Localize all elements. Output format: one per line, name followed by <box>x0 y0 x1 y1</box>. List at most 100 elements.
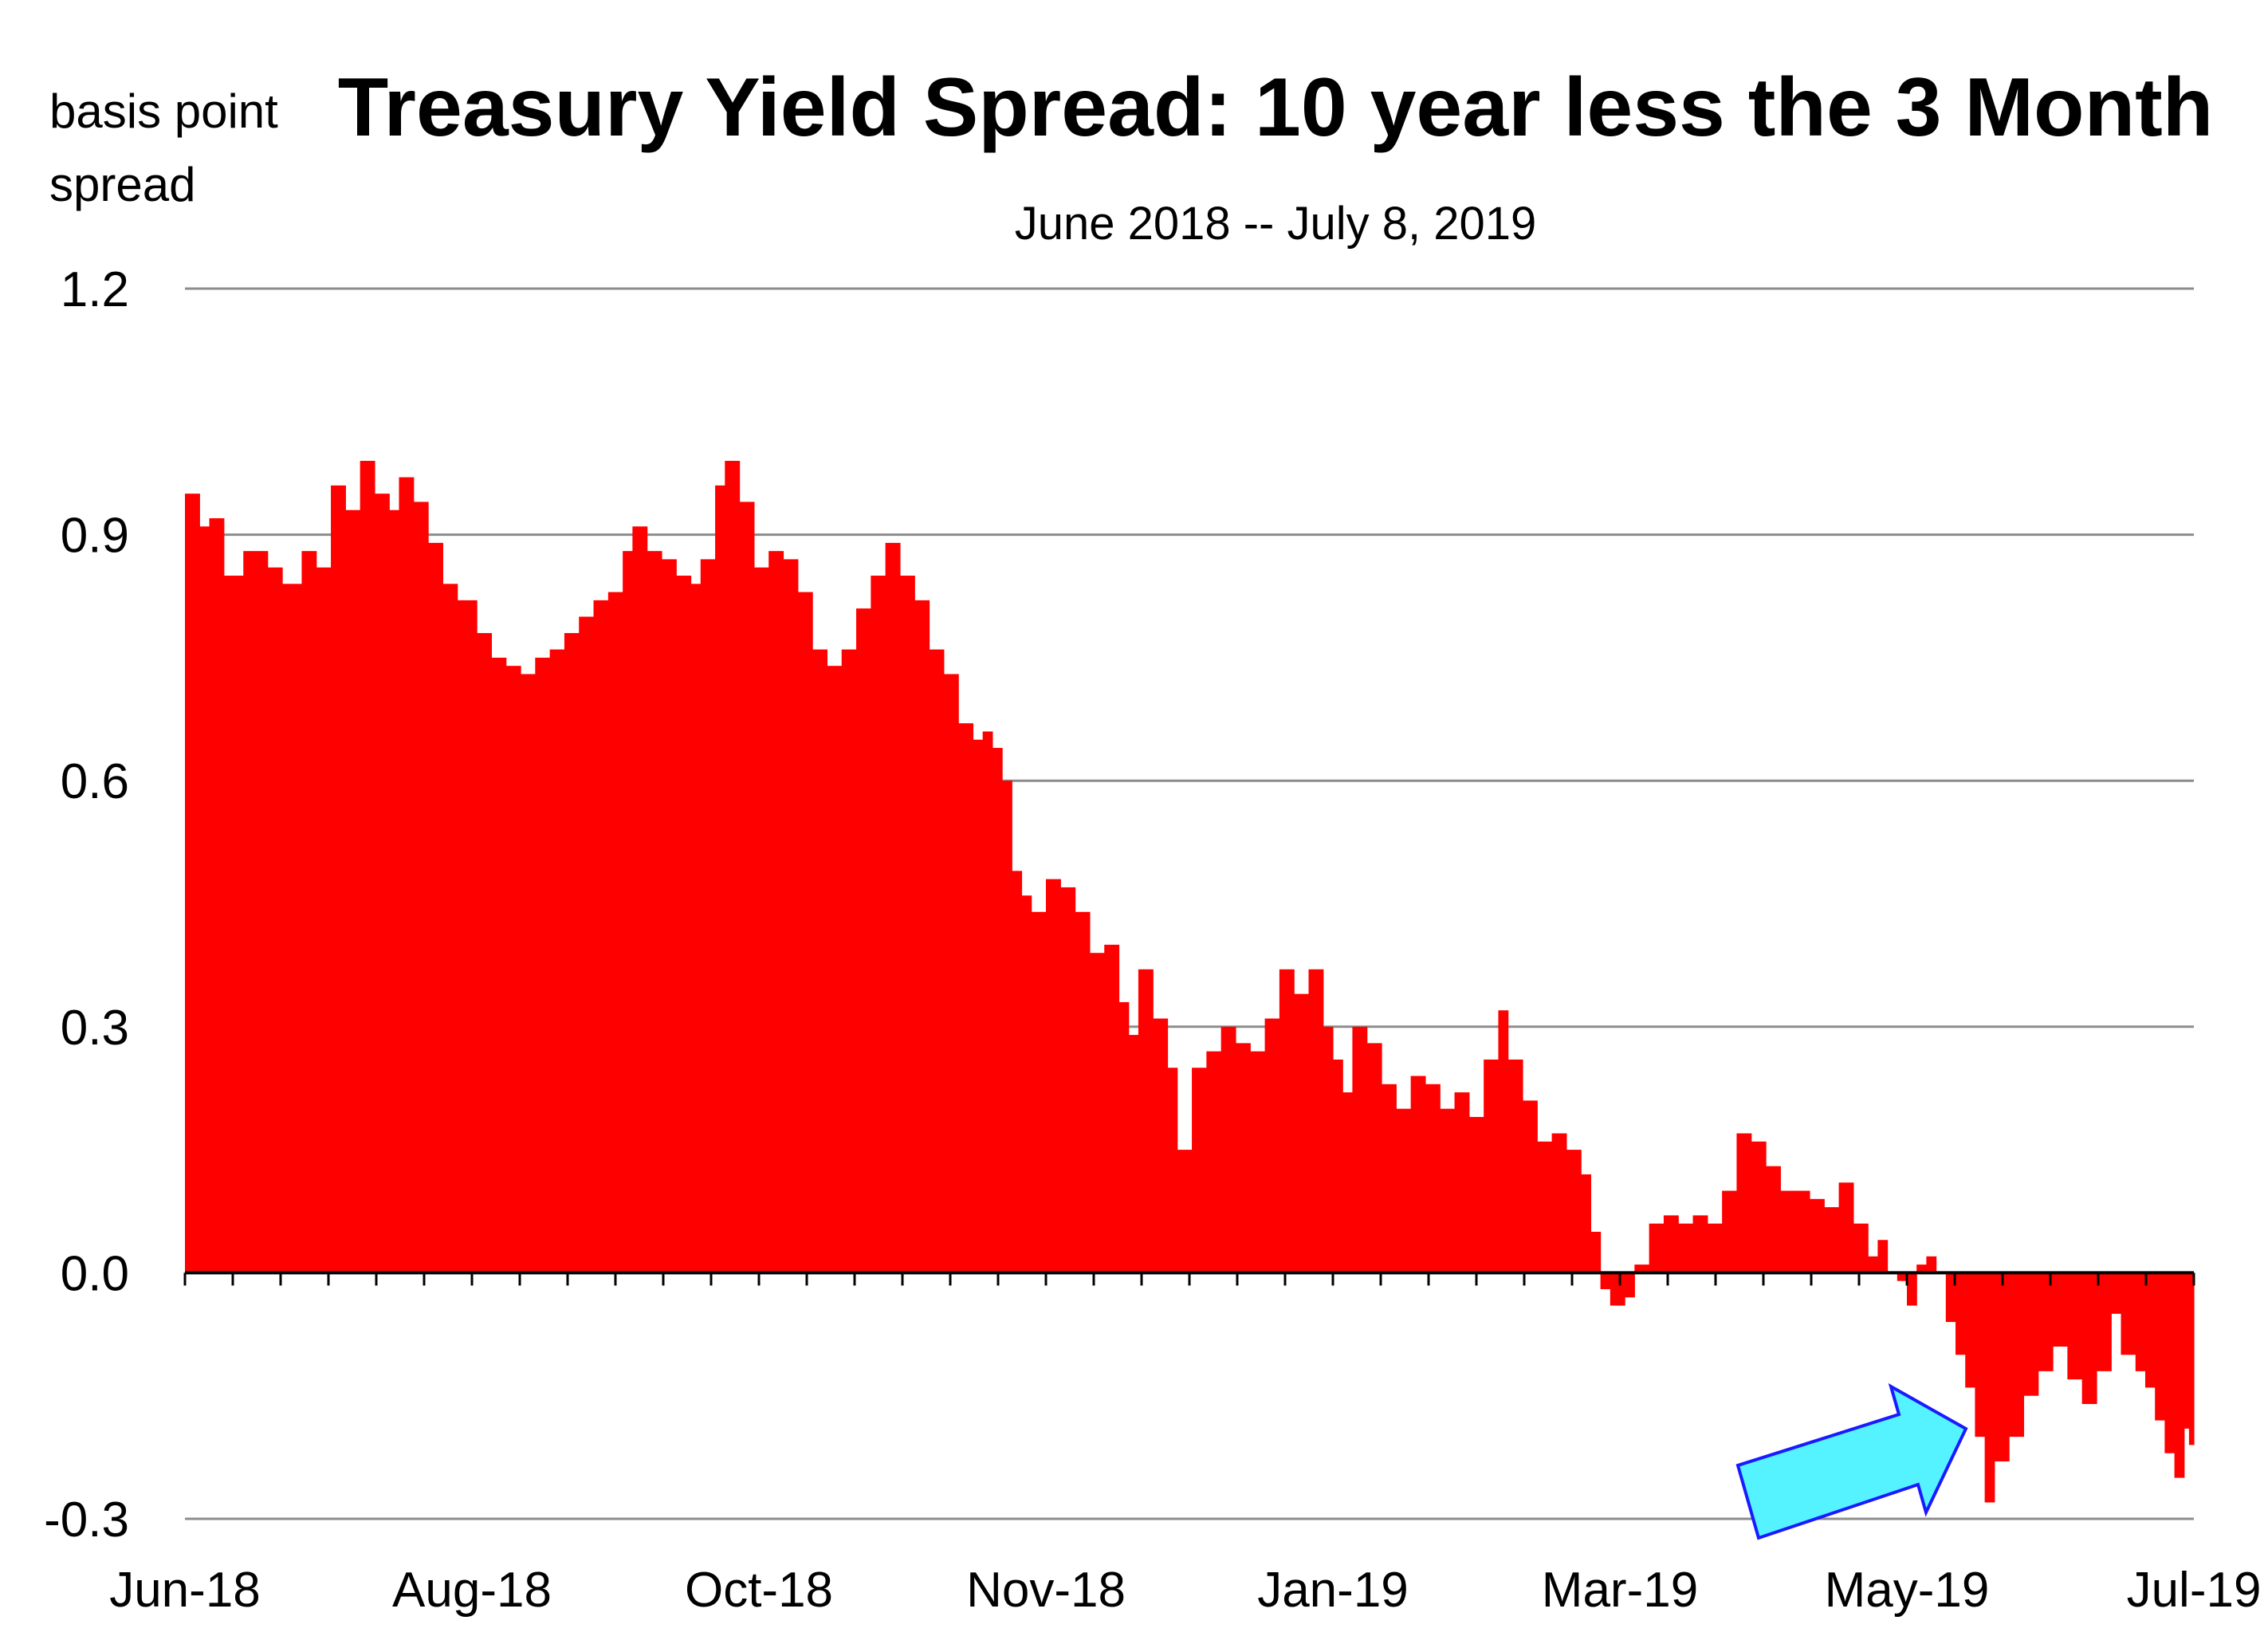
bar <box>1299 993 1304 1273</box>
bar <box>277 567 283 1273</box>
bar <box>486 633 493 1273</box>
bar <box>1488 1059 1494 1273</box>
bar <box>1882 1240 1889 1273</box>
bar <box>2023 1272 2030 1396</box>
bar <box>744 501 750 1273</box>
bar <box>1707 1223 1713 1273</box>
bar <box>2096 1272 2102 1371</box>
bar <box>1333 1059 1338 1273</box>
bar <box>574 633 580 1273</box>
y-axis-label-line-1: basis point <box>49 85 278 138</box>
bar <box>861 608 867 1273</box>
bar <box>1512 1059 1519 1273</box>
bar <box>1425 1084 1431 1273</box>
bar <box>729 461 736 1273</box>
bar <box>199 526 206 1273</box>
bar <box>2077 1272 2083 1380</box>
y-tick-label: 0.9 <box>61 509 129 564</box>
bar <box>1780 1190 1786 1273</box>
bar <box>1610 1272 1616 1306</box>
bar <box>851 649 857 1273</box>
bar <box>661 559 667 1273</box>
bar <box>1264 1018 1271 1273</box>
bar <box>963 723 969 1273</box>
bar <box>2155 1272 2160 1421</box>
bar <box>248 551 254 1273</box>
bar <box>836 666 843 1273</box>
bar <box>2072 1272 2078 1380</box>
bar <box>1405 1108 1412 1273</box>
bar <box>792 559 799 1273</box>
bar <box>535 657 541 1273</box>
bar <box>2183 1272 2190 1429</box>
bar <box>1158 1018 1164 1273</box>
bar <box>1570 1150 1577 1273</box>
bar <box>374 494 380 1273</box>
bar <box>1931 1256 1937 1273</box>
bar <box>938 649 945 1273</box>
bar <box>1907 1272 1912 1306</box>
bar <box>413 501 419 1273</box>
bar <box>2164 1272 2171 1453</box>
bar <box>973 739 979 1273</box>
bar <box>1352 1026 1358 1273</box>
bar <box>1644 1264 1650 1273</box>
bar <box>433 542 438 1273</box>
bar <box>1751 1141 1757 1273</box>
bar <box>2111 1272 2117 1314</box>
bar <box>1727 1190 1732 1273</box>
bar <box>447 584 454 1273</box>
bar <box>934 649 940 1273</box>
bar <box>890 542 896 1273</box>
bar <box>584 616 590 1273</box>
bar <box>1181 1150 1188 1273</box>
bar <box>316 567 322 1273</box>
bar <box>1975 1272 1981 1438</box>
bar <box>1804 1190 1810 1273</box>
bar <box>2144 1272 2151 1388</box>
y-tick-label: 0.6 <box>61 754 129 809</box>
bar <box>1283 969 1290 1273</box>
bar <box>1799 1190 1806 1273</box>
bar <box>1848 1182 1854 1273</box>
bar <box>1327 1026 1334 1273</box>
y-axis-label-line-2: spread <box>49 158 195 211</box>
bar <box>1994 1272 2000 1461</box>
bar <box>1279 969 1285 1273</box>
bar <box>1537 1141 1543 1273</box>
bar <box>1225 1026 1232 1273</box>
bar <box>1722 1190 1728 1273</box>
bar <box>1114 944 1120 1273</box>
bar <box>525 674 531 1273</box>
bar <box>1055 879 1061 1273</box>
bar <box>1503 1010 1509 1273</box>
bar <box>651 551 658 1273</box>
bar <box>1099 953 1105 1273</box>
bar <box>982 731 989 1273</box>
bar <box>734 461 741 1273</box>
bar <box>1220 1026 1227 1273</box>
bar <box>1177 1150 1183 1273</box>
bar <box>1143 969 1149 1273</box>
bar <box>1338 1059 1343 1273</box>
bar <box>496 657 502 1273</box>
bar <box>564 633 570 1273</box>
bar <box>1342 1092 1348 1273</box>
bar <box>992 748 998 1273</box>
bar <box>2062 1272 2068 1347</box>
bar <box>977 739 984 1273</box>
x-tick-label: May-19 <box>1825 1563 1990 1618</box>
bar <box>505 666 512 1273</box>
bar <box>1614 1272 1621 1306</box>
bar <box>1075 911 1081 1273</box>
bar <box>759 567 765 1273</box>
bar <box>1148 969 1154 1273</box>
bar <box>1775 1166 1781 1273</box>
bar <box>637 526 643 1273</box>
bar <box>1989 1272 1995 1503</box>
bar <box>442 584 449 1273</box>
zero-baseline <box>183 1271 2195 1286</box>
bar <box>2091 1272 2097 1404</box>
bar <box>1060 887 1067 1273</box>
bar <box>1104 944 1110 1273</box>
